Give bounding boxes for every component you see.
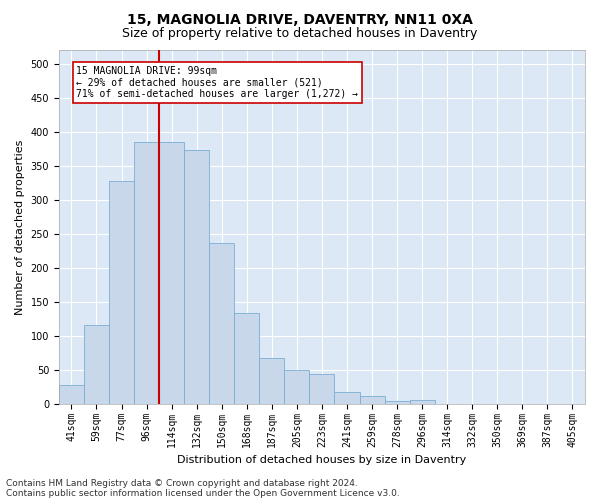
Bar — [410, 400, 434, 404]
Text: Contains HM Land Registry data © Crown copyright and database right 2024.: Contains HM Land Registry data © Crown c… — [6, 478, 358, 488]
Text: 15 MAGNOLIA DRIVE: 99sqm
← 29% of detached houses are smaller (521)
71% of semi-: 15 MAGNOLIA DRIVE: 99sqm ← 29% of detach… — [76, 66, 358, 99]
Text: Size of property relative to detached houses in Daventry: Size of property relative to detached ho… — [122, 28, 478, 40]
Bar — [259, 358, 284, 404]
Text: Contains public sector information licensed under the Open Government Licence v3: Contains public sector information licen… — [6, 488, 400, 498]
Bar — [284, 370, 310, 404]
X-axis label: Distribution of detached houses by size in Daventry: Distribution of detached houses by size … — [178, 455, 467, 465]
Bar — [59, 384, 84, 404]
Y-axis label: Number of detached properties: Number of detached properties — [15, 139, 25, 314]
Text: 15, MAGNOLIA DRIVE, DAVENTRY, NN11 0XA: 15, MAGNOLIA DRIVE, DAVENTRY, NN11 0XA — [127, 12, 473, 26]
Bar — [385, 401, 410, 404]
Bar — [234, 314, 259, 404]
Bar — [209, 242, 234, 404]
Bar — [134, 142, 159, 404]
Bar — [84, 325, 109, 404]
Bar — [359, 396, 385, 404]
Bar — [334, 392, 359, 404]
Bar — [109, 180, 134, 404]
Bar — [310, 374, 334, 404]
Bar — [184, 150, 209, 404]
Bar — [159, 142, 184, 404]
